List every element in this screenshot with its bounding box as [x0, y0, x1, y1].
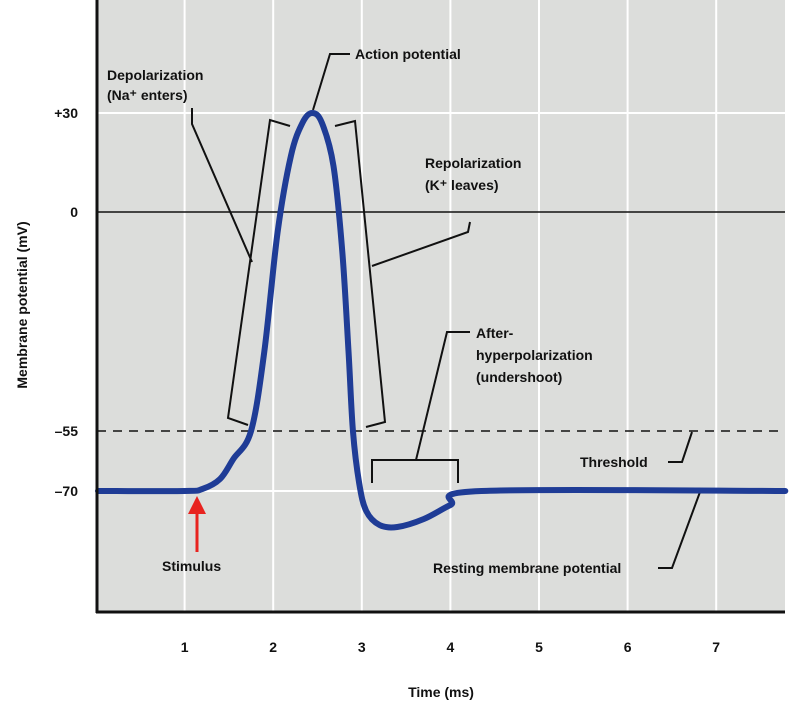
label-depolarization-sub: (Na⁺ enters) — [107, 87, 188, 103]
x-tick-label: 2 — [269, 639, 277, 655]
undershoot-leader — [415, 331, 470, 461]
label-action-potential: Action potential — [355, 46, 461, 62]
x-tick-label: 3 — [358, 639, 366, 655]
x-tick-label: 5 — [535, 639, 543, 655]
undershoot-bracket — [371, 459, 459, 483]
depolarization-leader — [191, 108, 253, 263]
membrane-potential-curve — [95, 110, 789, 531]
resting-leader — [658, 491, 701, 569]
label-after: After- — [476, 325, 514, 341]
label-hyperpolarization: hyperpolarization — [476, 347, 593, 363]
label-resting: Resting membrane potential — [433, 560, 621, 576]
plot-background — [97, 0, 785, 612]
depolarization-bracket — [226, 118, 291, 426]
x-tick-label: 7 — [712, 639, 720, 655]
x-axis-label: Time (ms) — [408, 684, 474, 700]
y-tick-label: 0 — [70, 204, 78, 220]
y-tick-label: +30 — [54, 105, 78, 121]
label-stimulus: Stimulus — [162, 558, 221, 574]
stimulus-arrow-icon — [188, 496, 206, 552]
y-tick-label: –70 — [55, 483, 79, 499]
x-tick-label: 6 — [624, 639, 632, 655]
label-repolarization: Repolarization — [425, 155, 521, 171]
y-axis-label: Membrane potential (mV) — [14, 221, 30, 388]
label-undershoot: (undershoot) — [476, 369, 562, 385]
repolarization-bracket — [334, 119, 387, 428]
threshold-leader — [668, 431, 693, 463]
label-threshold: Threshold — [580, 454, 648, 470]
repolarization-leader — [371, 221, 471, 267]
action-potential-leader — [312, 53, 350, 111]
y-tick-label: –55 — [55, 423, 79, 439]
label-repolarization-sub: (K⁺ leaves) — [425, 177, 499, 193]
x-tick-label: 4 — [447, 639, 455, 655]
label-depolarization: Depolarization — [107, 67, 203, 83]
x-tick-label: 1 — [181, 639, 189, 655]
